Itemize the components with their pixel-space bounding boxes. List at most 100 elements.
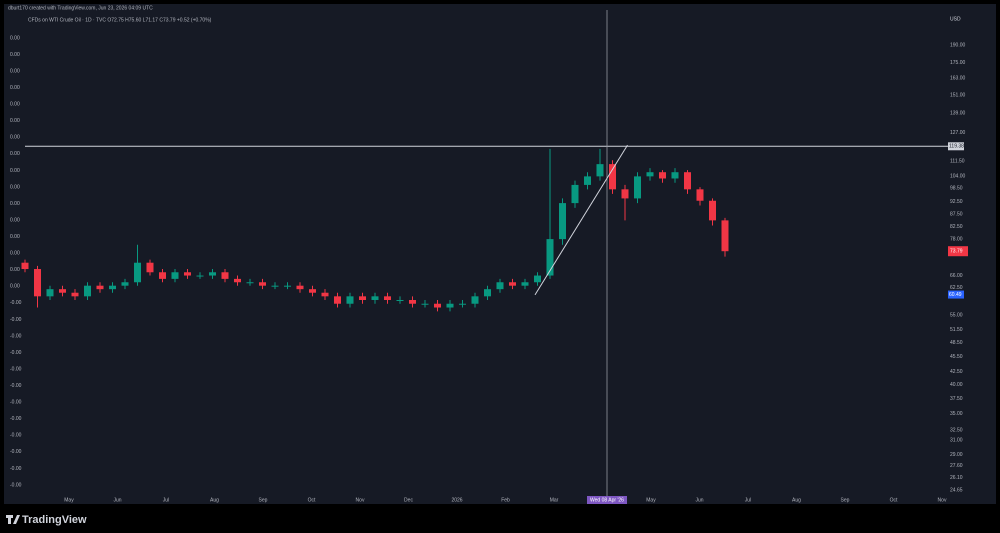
- y-tick-label: 163.00: [950, 76, 966, 82]
- candle-body: [721, 220, 729, 252]
- x-tick-label: 2026: [451, 497, 462, 503]
- candle-body: [396, 299, 404, 301]
- left-axis-label: -0.00: [10, 482, 22, 488]
- brand-logo: TradingView: [6, 514, 87, 526]
- candle-body: [671, 172, 679, 179]
- y-tick-label: 27.60: [950, 463, 963, 469]
- left-axis-label: -0.00: [10, 317, 22, 323]
- candle-body: [234, 278, 241, 283]
- candle-body: [421, 303, 429, 305]
- candle-body: [146, 262, 154, 273]
- left-axis-label: -0.00: [10, 366, 22, 372]
- x-tick-label: Aug: [792, 497, 801, 503]
- crosshair-label: Wed 08 Apr '26: [590, 497, 624, 503]
- y-tick-label: 175.00: [950, 60, 966, 66]
- candle-body: [621, 189, 629, 199]
- y-tick-label: 111.50: [950, 159, 965, 165]
- candle-body: [309, 289, 316, 293]
- y-tick-label: 45.50: [950, 354, 963, 360]
- candle-body: [484, 289, 491, 297]
- last-price-bg: [948, 246, 968, 257]
- candle-body: [659, 172, 666, 179]
- x-tick-label: Sep: [841, 497, 850, 503]
- y-tick-label: 40.00: [950, 382, 963, 388]
- candle-body: [134, 262, 141, 283]
- candle-body: [59, 289, 66, 293]
- candle-body: [171, 272, 179, 279]
- candle-body: [109, 285, 116, 290]
- candle-body: [709, 200, 716, 221]
- candle-body: [271, 285, 279, 287]
- candle-body: [184, 272, 191, 276]
- y-tick-label: 151.00: [950, 92, 966, 98]
- left-axis-label: 0.00: [10, 118, 20, 124]
- candle-body: [359, 296, 366, 300]
- y-tick-label: 78.00: [950, 236, 963, 242]
- y-tick-label: 29.00: [950, 452, 963, 458]
- candle-body: [34, 269, 41, 297]
- left-axis-label: 0.00: [10, 201, 20, 207]
- candle-body: [159, 272, 166, 279]
- candle-body: [534, 275, 541, 283]
- candle-body: [646, 172, 654, 177]
- candle-body: [559, 203, 566, 240]
- candle-body: [71, 292, 79, 297]
- candle-body: [696, 189, 704, 201]
- left-axis-label: 0.00: [10, 35, 20, 41]
- candle-body: [334, 296, 341, 304]
- x-tick-label: Jul: [163, 497, 169, 503]
- y-tick-label: 42.50: [950, 369, 963, 375]
- candle-body: [21, 262, 29, 270]
- x-tick-label: May: [646, 497, 656, 503]
- candle-body: [634, 176, 641, 199]
- left-axis-label: 0.00: [10, 151, 20, 157]
- candle-body: [121, 282, 129, 286]
- y-tick-label: 62.50: [950, 285, 963, 291]
- x-tick-label: Sep: [259, 497, 268, 503]
- x-tick-label: Jul: [745, 497, 751, 503]
- x-tick-label: Jun: [113, 497, 121, 503]
- hline-label-bg: [948, 142, 964, 151]
- left-axis-label: 0.00: [10, 284, 20, 290]
- hline-label: 119.38: [949, 144, 964, 150]
- left-axis-label: 0.00: [10, 135, 20, 141]
- y-tick-label: 139.00: [950, 110, 966, 116]
- y-tick-label: 66.00: [950, 273, 963, 279]
- left-axis-label: 0.00: [10, 267, 20, 273]
- last-price-label: 73.79: [950, 249, 963, 255]
- x-tick-label: Oct: [308, 497, 316, 503]
- y-tick-label: 35.00: [950, 411, 963, 417]
- x-tick-label: Feb: [501, 497, 510, 503]
- trendline: [534, 144, 628, 296]
- left-axis-label: -0.00: [10, 333, 22, 339]
- candle-body: [221, 272, 229, 279]
- candle-body: [596, 164, 604, 177]
- y-tick-label: 127.00: [950, 130, 966, 136]
- y-tick-label: 26.10: [950, 475, 963, 481]
- candle-body: [384, 296, 391, 300]
- legend: CFDs on WTI Crude Oil · 1D · TVC O72.75 …: [28, 17, 212, 23]
- left-axis-label: 0.00: [10, 102, 20, 108]
- candle-body: [321, 292, 329, 297]
- left-axis-label: -0.00: [10, 416, 22, 422]
- left-axis-label: 0.00: [10, 52, 20, 58]
- candle-body: [459, 303, 466, 305]
- x-tick-label: Nov: [938, 497, 947, 503]
- brand: TradingView: [22, 514, 87, 526]
- y-tick-label: 104.00: [950, 174, 966, 180]
- y-tick-label: 82.50: [950, 224, 963, 230]
- y-tick-label: 190.00: [950, 42, 966, 48]
- candle-body: [571, 184, 579, 204]
- candle-body: [496, 282, 504, 290]
- y-tick-label: 98.50: [950, 186, 963, 192]
- price-marker-label: 60.49: [949, 292, 962, 298]
- left-axis-label: -0.00: [10, 433, 22, 439]
- candle-body: [46, 289, 54, 297]
- candle-body: [434, 303, 441, 308]
- x-tick-label: Jun: [695, 497, 703, 503]
- x-tick-label: Nov: [356, 497, 365, 503]
- left-axis-label: -0.00: [10, 300, 22, 306]
- left-axis-label: -0.00: [10, 466, 22, 472]
